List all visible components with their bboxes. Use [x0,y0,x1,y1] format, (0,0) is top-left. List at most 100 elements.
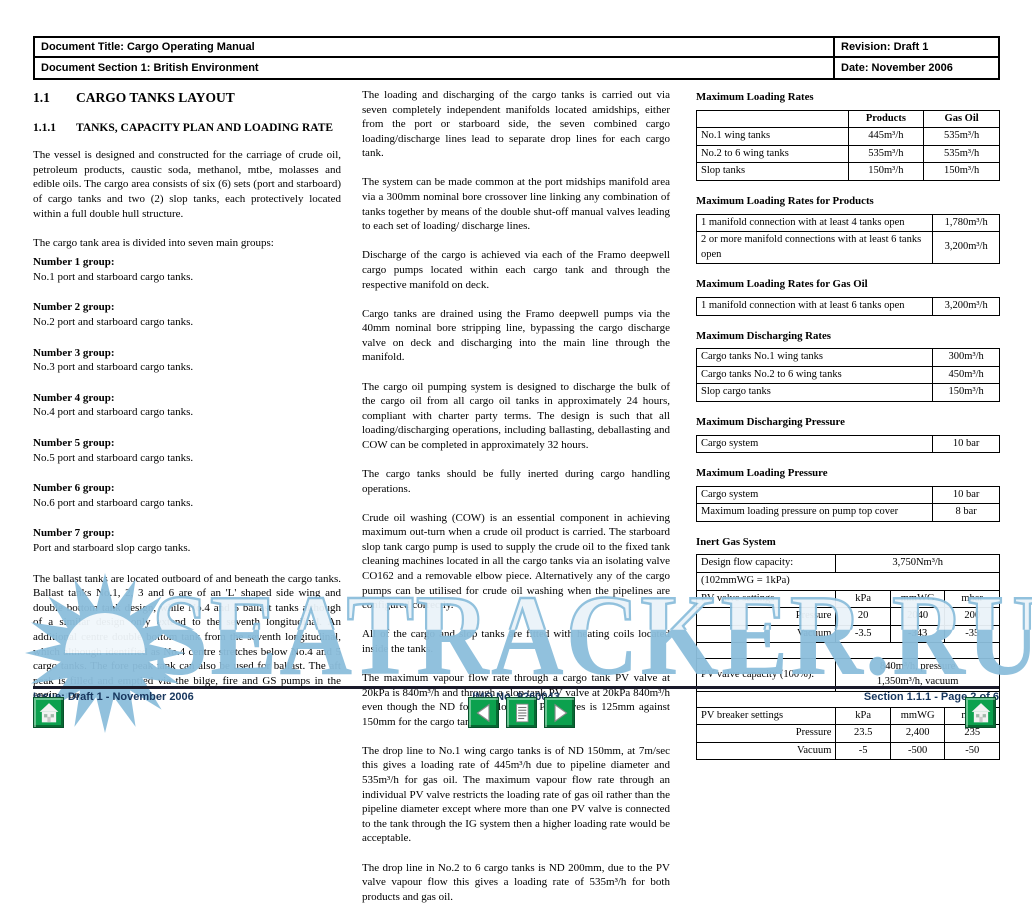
tank-group: Number 6 group: No.6 port and starboard c… [33,481,341,510]
previous-page-button[interactable] [468,697,499,728]
table-cell: PV valve settings [695,589,837,609]
contents-page-icon [515,703,528,722]
body-paragraph: Cargo tanks are drained using the Framo … [362,307,670,364]
tank-group-label: Number 3 group: [33,346,115,359]
table-cell: -50 [944,741,1000,761]
header-doc-section: Document Section 1: British Environment [35,58,835,78]
table-cell: 23.5 [835,724,891,743]
home-button-right[interactable] [965,697,996,728]
table-row: Cargo tanks No.1 wing tanks 300m³/h [695,348,1000,367]
table-title: Maximum Discharging Rates [696,329,831,342]
table-cell: kPa [835,589,891,609]
body-paragraph: The cargo oil pumping system is designed… [362,380,670,451]
data-table: 1 manifold connection with at least 6 ta… [695,296,1000,316]
table-cell [696,642,1000,660]
table-row: No.2 to 6 wing tanks 535m³/h 535m³/h [696,144,1000,164]
body-paragraph: The loading and discharging of the cargo… [362,89,670,160]
body-paragraph: Crude oil washing (COW) is an essential … [362,511,670,612]
table-row [696,690,1000,708]
body-paragraph: The cargo tanks should be fully inerted … [362,467,670,495]
home-button-left[interactable] [33,697,64,728]
table-cell: Maximum loading pressure on pump top cov… [695,503,934,522]
section-title: CARGO TANKS LAYOUT [76,90,235,105]
data-table: Products Gas Oil No.1 wing tanks 445m³/h 535… [696,109,1000,181]
tank-group: Number 2 group: No.2 port and starboard c… [33,300,341,329]
table-row [696,642,1000,660]
table-cell: 450m³/h [932,365,1000,385]
table-cell: mbar [944,589,1000,609]
table-row: Slop cargo tanks 150m³/h [695,383,1000,402]
table-title: Maximum Loading Rates for Gas Oil [696,278,868,291]
table-cell: 1,780m³/h [932,213,1000,233]
table-cell [696,109,849,129]
tank-group-text: No.5 port and starboard cargo tanks. [33,451,194,464]
tank-group-label: Number 2 group: [33,301,115,314]
table-cell: 200 [944,607,1000,626]
middle-column: The loading and discharging of the cargo… [362,88,670,919]
table-cell: -35 [944,624,1000,644]
tank-group-text: No.3 port and starboard cargo tanks. [33,361,194,374]
table-cell: Slop cargo tanks [695,383,934,402]
table-cell: 10 bar [932,485,1000,505]
table-cell: 1 manifold connection with at least 4 ta… [695,213,934,233]
table-row: Pressure 23.5 2,400 235 [695,724,1000,743]
subsection-title: TANKS, CAPACITY PLAN AND LOADING RATE [76,121,334,134]
previous-arrow-icon [475,703,489,722]
table-cell: 10 bar [932,434,1000,454]
table-cell: Cargo tanks No.2 to 6 wing tanks [695,365,934,385]
table-cell: Slop tanks [696,162,849,181]
ballast-paragraph: The ballast tanks are located outboard o… [33,572,341,702]
table-title: Maximum Discharging Pressure [696,415,845,428]
table-row: Vacuum -5 -500 -50 [695,741,1000,761]
data-table: Cargo system 10 bar Maximum loading pressu… [695,485,1000,522]
tank-group-text: No.4 port and starboard cargo tanks. [33,406,194,419]
table-cell: Cargo tanks No.1 wing tanks [695,348,934,367]
groups-intro: The cargo tank area is divided into seve… [33,236,274,249]
contents-button[interactable] [506,697,537,728]
home-icon [39,702,58,722]
table-row: Cargo tanks No.2 to 6 wing tanks 450m³/h [695,365,1000,385]
body-paragraph: The drop line to No.1 wing cargo tanks i… [362,744,670,845]
data-table: Cargo system 10 bar [695,434,1000,454]
table-cell: mmWG [889,589,946,609]
table-cell: -5 [835,741,891,761]
body-paragraph: The drop line in No.2 to 6 cargo tanks i… [362,861,670,903]
rates-section: Maximum Loading Rates for Gas Oil 1 manif… [695,277,1000,316]
table-cell: 150m³/h [847,162,925,181]
intro-paragraph: The vessel is designed and constructed f… [33,149,341,220]
table-cell: Cargo system [695,485,934,505]
table-title: Maximum Loading Rates for Products [696,194,874,207]
table-cell: 535m³/h [847,144,925,164]
table-cell: Vacuum [695,741,837,761]
table-row: Design flow capacity: 3,750Nm³/h [695,554,1000,574]
rates-section: Inert Gas System Design flow capacity: 3,7… [695,535,1000,761]
rates-section: Maximum Discharging Pressure Cargo system… [695,415,1000,454]
body-paragraph: All of the cargo and slop tanks are fitt… [362,628,670,655]
table-row: 2 or more manifold connections with at l… [695,231,1000,265]
table-cell: 3,200m³/h [932,296,1000,316]
body-paragraph: The system can be made common at the por… [362,176,670,233]
next-page-button[interactable] [544,697,575,728]
table-cell [696,690,1000,708]
table-cell: 300m³/h [932,348,1000,367]
tank-group-text: No.1 port and starboard cargo tanks. [33,270,194,283]
tank-group: Number 7 group: Port and starboard slop c… [33,526,341,555]
header-doc-title: Document Title: Cargo Operating Manual [35,38,835,58]
tank-groups-list: Number 1 group: No.1 port and starboard c… [33,255,341,555]
rates-section: Maximum Loading Rates Products Gas Oil No.1… [696,90,1000,181]
table-cell: 535m³/h [923,144,1000,164]
table-row: PV valve settings kPa mmWG mbar [695,589,1000,609]
table-cell: -3.5 [835,624,891,644]
table-cell: -343 [889,624,946,644]
table-row: Vacuum -3.5 -343 -35 [695,624,1000,644]
table-row: (102mmWG = 1kPa) [696,572,1000,591]
table-row: Pressure 20 2040 200 [695,607,1000,626]
tank-group-text: No.6 port and starboard cargo tanks. [33,496,194,509]
table-cell: kPa [835,706,891,726]
subsection-number: 1.1.1 [33,121,56,134]
next-arrow-icon [554,703,568,722]
table-title: Maximum Loading Pressure [696,467,828,480]
table-cell: Pressure [695,607,837,626]
table-cell: 20 [835,607,891,626]
